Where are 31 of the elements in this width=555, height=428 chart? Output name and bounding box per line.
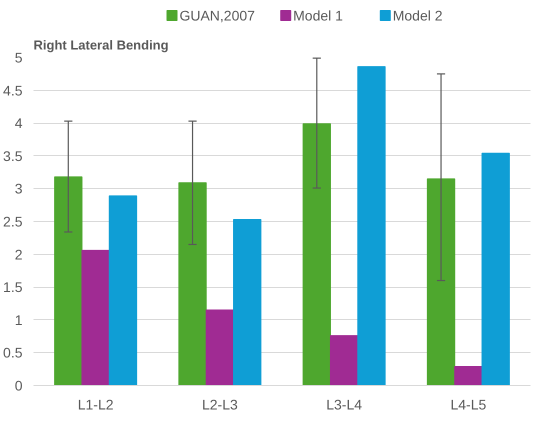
x-tick-label: L1-L2 xyxy=(78,396,114,412)
y-tick-label: 3 xyxy=(14,180,23,197)
bar xyxy=(454,366,483,386)
bar xyxy=(54,176,82,386)
legend-label: GUAN,2007 xyxy=(179,8,256,24)
y-tick-label: 0.5 xyxy=(3,344,23,361)
bar xyxy=(206,310,234,386)
y-tick-label: 2 xyxy=(14,246,23,262)
y-tick-label: 1.5 xyxy=(3,279,23,296)
bar xyxy=(357,66,386,386)
bar xyxy=(108,195,138,386)
y-tick-label: 0 xyxy=(14,378,23,394)
y-tick-label: 5 xyxy=(14,50,23,66)
bar xyxy=(81,250,110,386)
bar xyxy=(302,123,331,386)
y-tick-label: 3.5 xyxy=(3,148,23,164)
legend-label: Model 2 xyxy=(392,8,443,24)
y-tick-label: 4.5 xyxy=(3,82,23,98)
bar xyxy=(178,182,207,386)
legend-label: Model 1 xyxy=(293,8,344,24)
bar xyxy=(426,178,456,386)
chart-title: Right Lateral Bending xyxy=(34,38,169,52)
x-tick-label: L3-L4 xyxy=(326,396,362,412)
y-tick-label: 2.5 xyxy=(3,214,23,230)
y-tick-label: 4 xyxy=(14,115,23,132)
bar xyxy=(233,219,262,386)
x-tick-label: L2-L3 xyxy=(202,396,238,412)
bar xyxy=(482,152,510,386)
y-tick-label: 1 xyxy=(14,312,23,328)
x-tick-label: L4-L5 xyxy=(450,396,486,412)
bar xyxy=(330,335,358,386)
